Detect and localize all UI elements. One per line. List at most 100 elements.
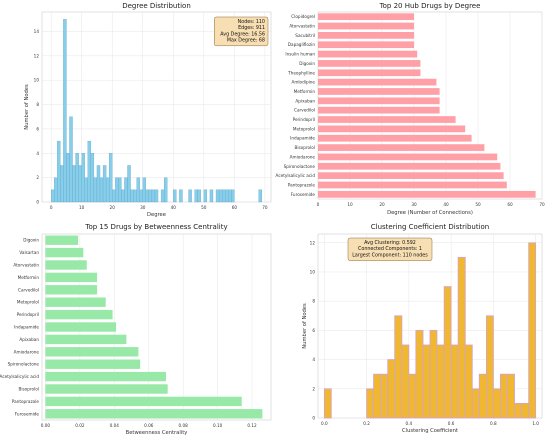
chart-1-bar [215, 189, 220, 203]
chart-4-bar [492, 388, 501, 419]
chart-1-bar [84, 177, 88, 203]
chart-1-bar [130, 189, 134, 203]
chart-2-category-label: Digoxin [299, 61, 315, 66]
chart-2-bar [318, 13, 414, 21]
chart-1-stats-annotation-line: Max Degree: 68 [227, 38, 265, 44]
chart-1-bar [112, 189, 116, 203]
chart-1-bar [109, 153, 113, 203]
chart-1-x-tick-label: 10 [79, 205, 85, 210]
chart-1-bar [81, 153, 85, 203]
chart-4-bar [471, 388, 480, 419]
chart-3-bar [45, 322, 117, 332]
chart-4-x-tick-label: 0.0 [321, 421, 328, 426]
chart-4-bar [415, 329, 424, 419]
chart-4-x-tick-label: 0.4 [406, 421, 413, 426]
chart-3-category-label: Acetylsalicylic acid [0, 374, 39, 379]
chart-1-bar [139, 189, 143, 203]
chart-2-category-label: Apixaban [295, 98, 315, 103]
chart-1-x-tick-label: 0 [50, 205, 53, 210]
chart-2-bar [318, 50, 418, 58]
chart-3-bar [45, 309, 113, 320]
chart-3-category-label: Atorvastatin [13, 263, 39, 268]
chart-2-plot-area [317, 11, 543, 200]
chart-4-y-axis-label: Number of Nodes [302, 303, 308, 349]
chart-1-bar [90, 153, 95, 203]
chart-1-bar [115, 177, 119, 203]
chart-1-bar [151, 189, 156, 203]
chart-1-bar [136, 177, 140, 203]
chart-3-bar [45, 409, 263, 419]
chart-2-bar [318, 162, 501, 170]
chart-4-x-axis-label: Clustering Coefficient [402, 428, 458, 434]
chart-1-bar [231, 189, 235, 203]
chart-4-stats-annotation-box [347, 237, 433, 261]
chart-3-x-tick-label: 0.00 [41, 423, 51, 428]
chart-3-bar [45, 272, 98, 283]
chart-1-y-tick-label: 2 [36, 175, 39, 180]
chart-4-bar [499, 373, 508, 419]
chart-1-bar [63, 19, 67, 203]
chart-2-bar [318, 153, 498, 161]
chart-2-category-label: Perindopril [293, 117, 315, 122]
chart-4-bar [436, 344, 445, 419]
chart-4-bar [366, 388, 374, 419]
chart-3-x-tick-label: 0.08 [179, 423, 189, 428]
chart-2-bar [318, 60, 421, 67]
chart-4-bar [443, 286, 452, 419]
chart-4-bar [514, 402, 522, 419]
chart-1-stats-annotation-line: Edges: 911 [238, 25, 265, 31]
chart-1-stats-annotation-box [214, 16, 269, 47]
chart-4-bar [521, 402, 530, 419]
chart-1-y-tick-label: 8 [36, 102, 39, 107]
chart-4-y-tick-label: 10 [310, 269, 316, 274]
chart-4-stats-annotation-line: Connected Components: 1 [358, 246, 422, 252]
chart-2-bar [318, 181, 507, 189]
chart-4-y-tick-label: 6 [312, 328, 315, 333]
chart-1-y-tick-label: 6 [36, 126, 39, 131]
chart-4-bar [401, 344, 410, 419]
chart-2-category-label: Indapamide [290, 136, 315, 141]
chart-1-bar [105, 177, 110, 203]
chart-4-bar [457, 256, 466, 419]
chart-3-category-label: Spironolactone [8, 362, 40, 367]
chart-2-bar [318, 172, 504, 179]
chart-2-bar [318, 116, 456, 123]
chart-1-bar [188, 189, 192, 203]
chart-1-y-tick-label: 10 [34, 78, 40, 83]
chart-2-category-label: Amiodarone [290, 154, 316, 159]
chart-1-bar [118, 177, 122, 203]
chart-3-bar [45, 260, 87, 270]
chart-2-bar [318, 125, 466, 133]
chart-4-bar [486, 315, 494, 419]
chart-3-category-label: Metformin [18, 275, 40, 280]
chart-2-category-label: Metformin [294, 89, 316, 94]
chart-4-bar [429, 329, 438, 419]
chart-4-y-tick-label: 12 [310, 240, 316, 245]
chart-2-category-label: Dapagliflozin [288, 42, 316, 47]
chart-2-category-label: Metoprolol [293, 126, 315, 131]
chart-2-bar [318, 22, 414, 30]
chart-1-bar [121, 189, 125, 203]
chart-1-bar [124, 177, 128, 203]
chart-2-category-label: Sacubitril [295, 33, 315, 38]
chart-1-y-tick-label: 14 [34, 29, 40, 34]
chart-3-title: Top 15 Drugs by Betweenness Centrality [84, 223, 227, 231]
chart-1-bar [228, 189, 232, 203]
chart-1-x-tick-label: 60 [232, 205, 238, 210]
chart-4-x-tick-label: 0.6 [448, 421, 455, 426]
chart-1-bar [127, 165, 131, 203]
chart-2-bar [318, 78, 437, 86]
chart-2-category-label: Theophylline [287, 70, 315, 75]
chart-2-bar [318, 97, 440, 105]
chart-3-category-label: Metoprolol [17, 300, 39, 305]
chart-4-y-tick-label: 4 [312, 357, 315, 362]
chart-3-category-label: Carvedilol [18, 287, 39, 292]
chart-3-bar [45, 347, 139, 357]
chart-3-bar [45, 247, 84, 258]
chart-2-bar [318, 106, 440, 114]
chart-1-bar [225, 189, 229, 203]
chart-3-category-label: Perindopril [17, 312, 39, 317]
chart-1-bar [163, 177, 168, 203]
chart-1-bar [60, 165, 64, 203]
chart-3-x-tick-label: 0.06 [144, 423, 154, 428]
